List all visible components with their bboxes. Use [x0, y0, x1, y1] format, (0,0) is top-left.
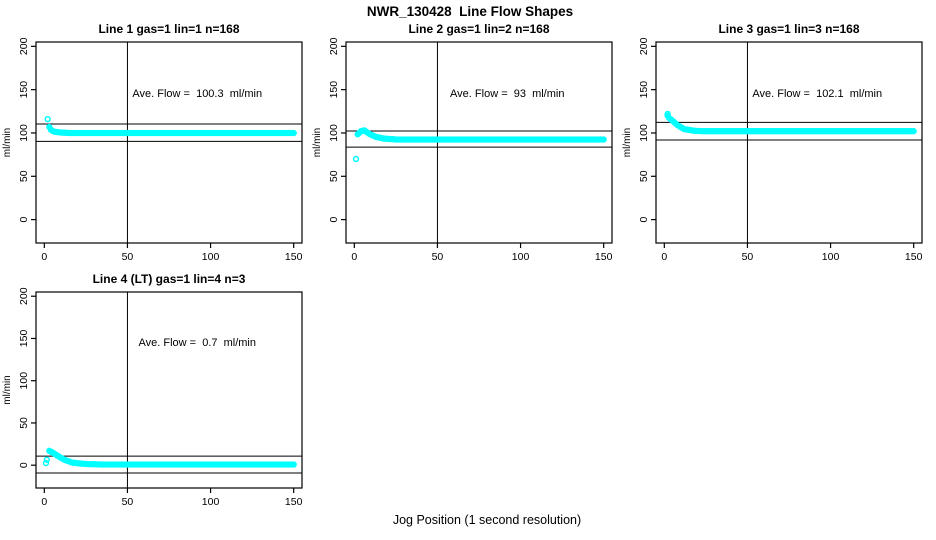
- lead-data-point: [43, 456, 50, 463]
- plot-box: [35, 41, 303, 244]
- y-tick-label: 50: [328, 170, 340, 182]
- panel-title: Line 2 gas=1 lin=2 n=168: [408, 22, 549, 36]
- y-tick-label: 100: [18, 372, 30, 390]
- y-axis-title: ml/min: [312, 128, 323, 157]
- panel-title: Line 4 (LT) gas=1 lin=4 n=3: [93, 272, 246, 286]
- x-tick-label: 150: [905, 251, 923, 263]
- data-point: [290, 461, 297, 468]
- lead-data-point: [42, 459, 50, 467]
- chart-title: NWR_130428 Line Flow Shapes: [367, 4, 573, 19]
- plot-box: [345, 41, 613, 244]
- lead-data-point: [664, 110, 671, 118]
- plot-box: [655, 41, 923, 244]
- panels-group: 0 50 100 150 0 50 100 150 200 ml/min Line 1 gas=1 …: [2, 22, 923, 508]
- data-point: [600, 136, 607, 143]
- y-tick-label: 100: [18, 124, 30, 142]
- y-tick-label: 150: [328, 81, 340, 99]
- x-tick-label: 100: [202, 251, 220, 263]
- x-axis-label: Jog Position (1 second resolution): [393, 513, 581, 527]
- plot-box: [35, 291, 303, 489]
- y-tick-label: 0: [18, 462, 30, 468]
- panel-line-3: 0 50 100 150 0 50 100 150 200 ml/min Line 3 gas=1 …: [622, 22, 923, 263]
- y-tick-label: 100: [638, 124, 650, 142]
- panel-title: Line 3 gas=1 lin=3 n=168: [718, 22, 859, 36]
- y-tick-label: 0: [18, 217, 30, 223]
- y-tick-label: 50: [18, 417, 30, 429]
- y-tick-label: 150: [18, 330, 30, 348]
- lead-data-point: [352, 155, 360, 163]
- flow-trace-markers: [46, 447, 297, 468]
- y-axis-title: ml/min: [622, 128, 633, 157]
- y-tick-label: 200: [328, 37, 340, 55]
- x-tick-label: 50: [742, 251, 754, 263]
- y-tick-label: 150: [18, 81, 30, 99]
- panel-line-2: 0 50 100 150 0 50 100 150 200 ml/min Line 2 gas=1 …: [312, 22, 613, 263]
- x-tick-label: 100: [512, 251, 530, 263]
- x-tick-label: 100: [822, 251, 840, 263]
- y-tick-label: 50: [18, 170, 30, 182]
- x-tick-label: 0: [41, 251, 47, 263]
- y-axis-title: ml/min: [2, 128, 13, 157]
- x-tick-label: 0: [41, 496, 47, 508]
- panel-title: Line 1 gas=1 lin=1 n=168: [98, 22, 239, 36]
- x-tick-label: 150: [595, 251, 613, 263]
- panel-line-1: 0 50 100 150 0 50 100 150 200 ml/min Line 1 gas=1 …: [2, 22, 303, 263]
- ave-flow-annotation: Ave. Flow = 102.1 ml/min: [752, 88, 882, 100]
- y-tick-label: 200: [638, 37, 650, 55]
- y-tick-label: 50: [638, 170, 650, 182]
- y-tick-label: 0: [328, 217, 340, 223]
- y-tick-label: 100: [328, 124, 340, 142]
- y-tick-label: 200: [18, 37, 30, 55]
- flow-trace-markers: [46, 123, 297, 137]
- y-tick-label: 0: [638, 217, 650, 223]
- x-tick-label: 50: [122, 251, 134, 263]
- data-point: [910, 128, 917, 135]
- lead-data-point: [44, 115, 51, 123]
- x-tick-label: 50: [432, 251, 444, 263]
- ave-flow-annotation: Ave. Flow = 93 ml/min: [450, 88, 564, 100]
- panel-line-4: 0 50 100 150 0 50 100 150 200 ml/min Line 4 (LT) g…: [2, 272, 303, 508]
- x-tick-label: 0: [661, 251, 667, 263]
- x-tick-label: 50: [122, 496, 134, 508]
- x-tick-label: 150: [285, 251, 303, 263]
- y-tick-label: 200: [18, 287, 30, 305]
- y-tick-label: 150: [638, 81, 650, 99]
- data-point: [290, 129, 297, 137]
- x-tick-label: 0: [351, 251, 357, 263]
- y-axis-title: ml/min: [2, 375, 13, 404]
- flow-trace-markers: [664, 112, 917, 135]
- x-tick-label: 150: [285, 496, 303, 508]
- ave-flow-annotation: Ave. Flow = 100.3 ml/min: [132, 88, 262, 100]
- flow-trace-markers: [354, 127, 607, 143]
- x-tick-label: 100: [202, 496, 220, 508]
- ave-flow-annotation: Ave. Flow = 0.7 ml/min: [139, 337, 256, 349]
